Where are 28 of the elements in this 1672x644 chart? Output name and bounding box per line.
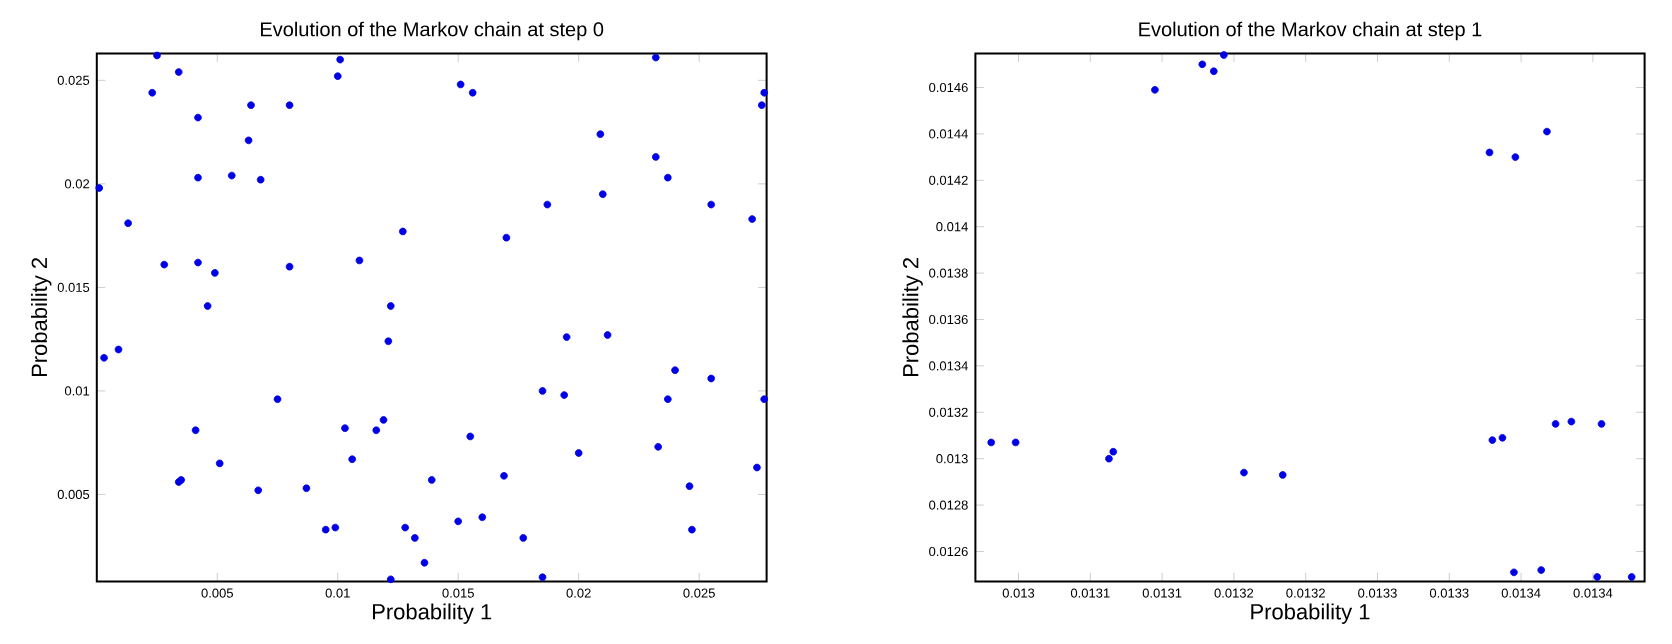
point [1498, 434, 1507, 442]
point [1485, 148, 1494, 157]
point [1511, 153, 1520, 161]
y-axis-title: Probability 2 [902, 258, 923, 377]
point [1109, 447, 1118, 456]
point [1488, 436, 1497, 444]
point [1198, 60, 1207, 69]
point [1151, 86, 1159, 94]
point [1537, 566, 1545, 574]
chart-title: Evolution of the Markov chain at step 0 [261, 21, 604, 41]
point [1567, 417, 1576, 426]
x-axis-title: Probability 1 [372, 603, 492, 624]
point [1209, 67, 1218, 76]
point [1597, 420, 1606, 428]
point [1543, 127, 1551, 136]
point [1510, 568, 1518, 577]
x-axis-title: Probability 1 [1251, 603, 1370, 624]
point [1593, 573, 1602, 581]
point [1551, 420, 1560, 428]
point [1278, 471, 1287, 479]
point [1011, 438, 1020, 447]
y-axis-title: Probability 2 [30, 258, 52, 377]
chart-title: Evolution of the Markov chain at step 1 [1139, 21, 1482, 41]
point [1220, 51, 1228, 59]
point [1105, 454, 1113, 463]
point [987, 438, 995, 447]
point [1240, 468, 1248, 477]
point [1627, 573, 1636, 581]
